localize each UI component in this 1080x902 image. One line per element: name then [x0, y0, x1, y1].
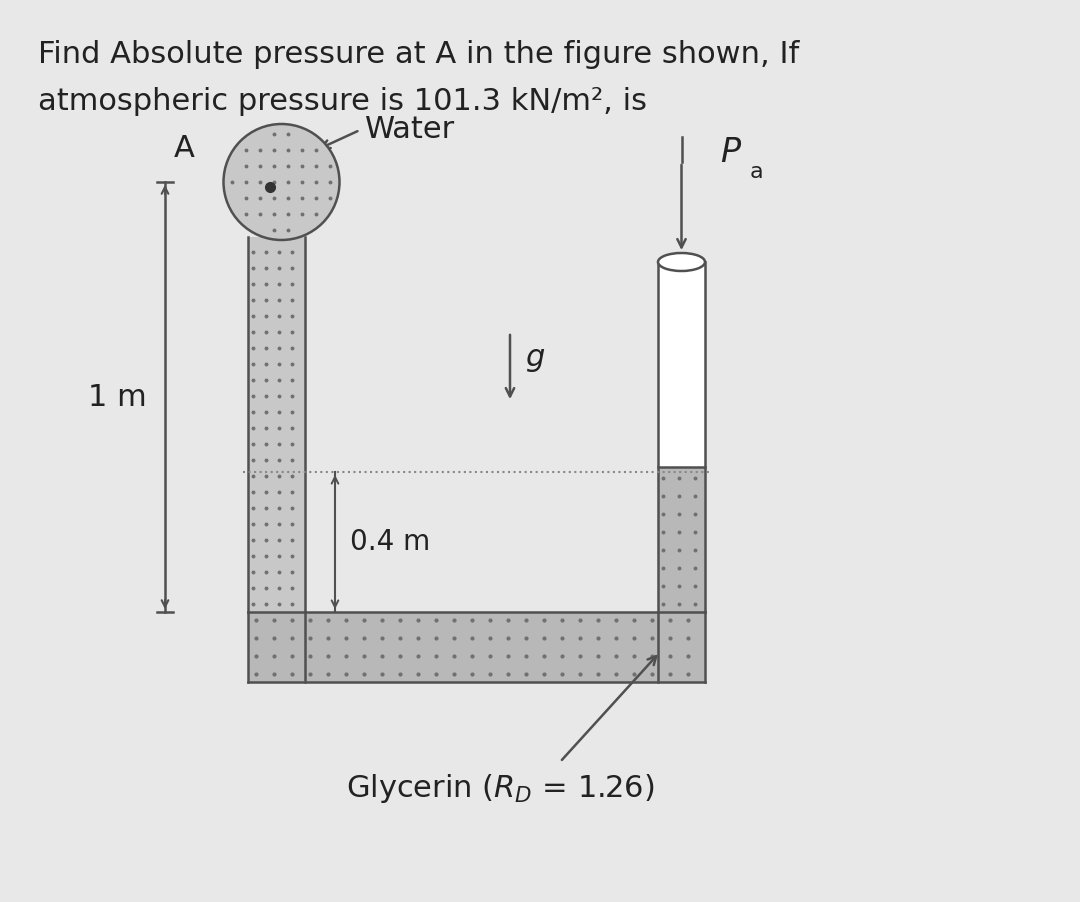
Text: Water: Water — [365, 115, 456, 144]
Ellipse shape — [658, 253, 705, 271]
Text: a: a — [750, 162, 764, 182]
Text: Find Absolute pressure at A in the figure shown, If: Find Absolute pressure at A in the figur… — [38, 40, 799, 69]
Text: g: g — [525, 343, 544, 372]
Text: 0.4 m: 0.4 m — [350, 528, 430, 556]
Text: 1 m: 1 m — [89, 382, 147, 411]
Text: P: P — [720, 135, 740, 169]
Bar — [658, 467, 705, 612]
Ellipse shape — [224, 124, 339, 240]
Bar — [658, 262, 705, 467]
Text: A: A — [174, 134, 195, 163]
Bar — [248, 237, 305, 612]
Text: atmospheric pressure is 101.3 kN/m², is: atmospheric pressure is 101.3 kN/m², is — [38, 87, 647, 116]
Bar — [248, 612, 705, 682]
Text: Glycerin ($R_D$ = 1.26): Glycerin ($R_D$ = 1.26) — [346, 772, 654, 805]
